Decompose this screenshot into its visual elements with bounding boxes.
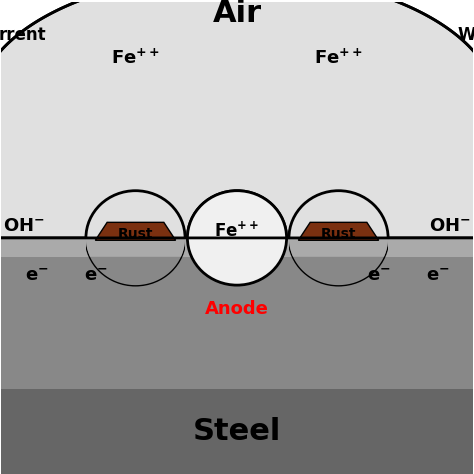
Polygon shape bbox=[185, 238, 289, 474]
Text: $\mathbf{e^{-}}$: $\mathbf{e^{-}}$ bbox=[83, 267, 107, 285]
Polygon shape bbox=[95, 222, 176, 240]
Polygon shape bbox=[0, 0, 474, 238]
Text: Steel: Steel bbox=[193, 417, 281, 446]
Polygon shape bbox=[1, 238, 86, 257]
Text: Rust: Rust bbox=[321, 228, 356, 241]
Polygon shape bbox=[388, 238, 473, 257]
Text: $\mathbf{Fe^{++}}$: $\mathbf{Fe^{++}}$ bbox=[314, 49, 363, 68]
Polygon shape bbox=[1, 389, 86, 474]
Polygon shape bbox=[289, 238, 388, 257]
Text: Anode: Anode bbox=[205, 300, 269, 318]
Text: $\mathbf{e^{-}}$: $\mathbf{e^{-}}$ bbox=[426, 267, 449, 285]
Polygon shape bbox=[1, 389, 473, 474]
Ellipse shape bbox=[187, 191, 287, 285]
Text: W: W bbox=[457, 26, 474, 44]
Text: $\mathbf{OH^{-}}$: $\mathbf{OH^{-}}$ bbox=[3, 217, 45, 235]
Text: $\mathbf{Fe^{++}}$: $\mathbf{Fe^{++}}$ bbox=[111, 49, 160, 68]
Polygon shape bbox=[185, 389, 289, 474]
Polygon shape bbox=[1, 238, 473, 389]
Polygon shape bbox=[86, 238, 185, 285]
Polygon shape bbox=[86, 238, 185, 257]
Text: $\mathbf{e^{-}}$: $\mathbf{e^{-}}$ bbox=[367, 267, 391, 285]
Text: rrent: rrent bbox=[0, 26, 46, 44]
Polygon shape bbox=[1, 238, 473, 257]
Ellipse shape bbox=[289, 191, 388, 285]
Polygon shape bbox=[388, 238, 473, 474]
Text: $\mathbf{e^{-}}$: $\mathbf{e^{-}}$ bbox=[25, 267, 48, 285]
Polygon shape bbox=[388, 389, 473, 474]
Polygon shape bbox=[298, 222, 379, 240]
Polygon shape bbox=[185, 238, 289, 257]
Ellipse shape bbox=[187, 191, 287, 285]
Text: Rust: Rust bbox=[118, 228, 153, 241]
Text: Air: Air bbox=[212, 0, 262, 28]
Polygon shape bbox=[289, 238, 388, 285]
Ellipse shape bbox=[86, 191, 185, 285]
Text: $\mathbf{Fe^{++}}$: $\mathbf{Fe^{++}}$ bbox=[214, 221, 260, 240]
Text: $\mathbf{OH^{-}}$: $\mathbf{OH^{-}}$ bbox=[429, 217, 471, 235]
Polygon shape bbox=[1, 238, 86, 474]
